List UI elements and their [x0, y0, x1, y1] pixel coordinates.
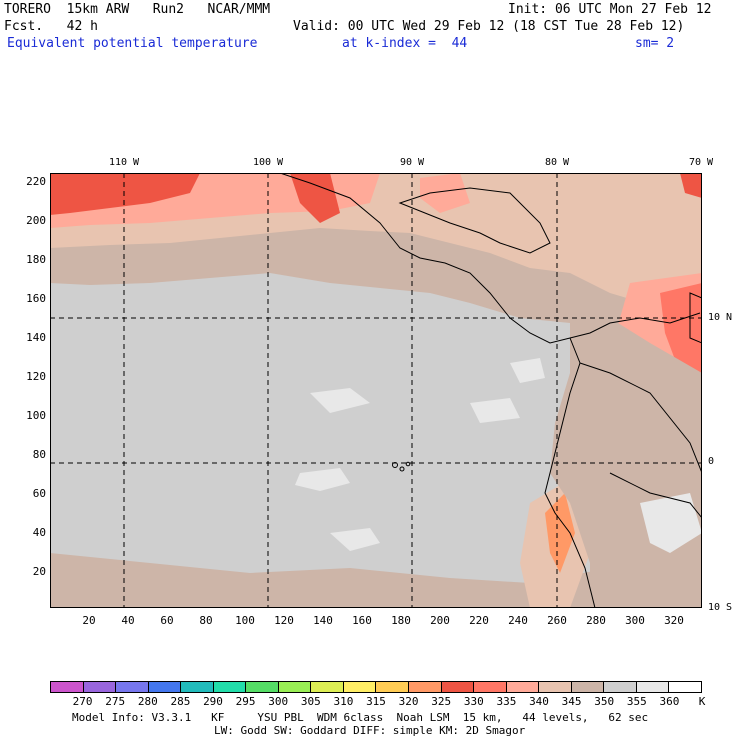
legend-swatch [669, 682, 701, 692]
legend-swatch [83, 682, 117, 692]
legend-label: 285 [170, 695, 191, 708]
theta-e-map [50, 173, 702, 608]
y-tick: 120 [26, 370, 46, 383]
x-tick: 180 [391, 614, 411, 627]
lon-label-70w: 70 W [688, 157, 714, 168]
y-tick: 40 [32, 526, 46, 539]
legend-swatch [311, 682, 344, 692]
legend-swatch [278, 682, 312, 692]
x-tick: 320 [664, 614, 684, 627]
x-tick: 160 [352, 614, 372, 627]
legend-swatch [636, 682, 670, 692]
legend-label: 295 [235, 695, 256, 708]
x-tick: 60 [160, 614, 174, 627]
valid-time: Valid: 00 UTC Wed 29 Feb 12 (18 CST Tue … [293, 19, 685, 34]
legend-label: 290 [203, 695, 223, 708]
legend-swatch [51, 682, 84, 692]
legend-swatch [409, 682, 442, 692]
x-tick: 80 [199, 614, 213, 627]
legend-swatch [506, 682, 540, 692]
legend-swatch [376, 682, 410, 692]
y-tick: 20 [32, 565, 46, 578]
legend-swatch [571, 682, 605, 692]
legend-label: 340 [529, 695, 549, 708]
model-info: Model Info: V3.3.1 KF YSU PBL WDM 6class… [72, 711, 649, 724]
x-tick: 20 [82, 614, 96, 627]
legend-label: 335 [496, 695, 517, 708]
lat-label-10s: 10 S [708, 602, 733, 613]
x-tick: 240 [508, 614, 528, 627]
lon-label-100w: 100 W [252, 157, 284, 168]
legend-swatch [181, 682, 214, 692]
lon-label-110w: 110 W [108, 157, 140, 168]
x-tick: 120 [274, 614, 294, 627]
y-tick: 200 [26, 214, 46, 227]
forecast-hour: Fcst. 42 h [4, 19, 98, 34]
x-tick: 200 [430, 614, 450, 627]
model-title: TORERO 15km ARW Run2 NCAR/MMM [4, 2, 271, 17]
x-tick: 140 [313, 614, 333, 627]
legend-label: 330 [463, 695, 484, 708]
legend-swatch [539, 682, 572, 692]
x-tick: 260 [547, 614, 567, 627]
k-index: at k-index = 44 [342, 36, 468, 51]
lat-label-0: 0 [708, 456, 715, 467]
legend-swatch [604, 682, 637, 692]
color-legend [50, 681, 702, 693]
legend-swatch [116, 682, 149, 692]
y-tick: 100 [26, 409, 46, 422]
legend-swatch [213, 682, 247, 692]
y-tick: 80 [32, 448, 46, 461]
legend-label: 320 [398, 695, 419, 708]
legend-label: 355 [626, 695, 647, 708]
legend-label: 345 [561, 695, 582, 708]
legend-label: 360 [659, 695, 680, 708]
init-time: Init: 06 UTC Mon 27 Feb 12 [508, 2, 712, 17]
legend-label: 275 [105, 695, 126, 708]
smoothing: sm= 2 [635, 36, 675, 51]
legend-label: 305 [300, 695, 321, 708]
x-tick: 300 [625, 614, 645, 627]
legend-label: 270 [72, 695, 93, 708]
y-tick: 220 [26, 175, 46, 188]
lon-label-90w: 90 W [399, 157, 425, 168]
y-tick: 180 [26, 253, 46, 266]
y-tick: 160 [26, 292, 46, 305]
lon-label-80w: 80 W [544, 157, 570, 168]
field-name: Equivalent potential temperature [7, 36, 258, 51]
legend-label: 325 [431, 695, 452, 708]
legend-label: K [698, 695, 706, 708]
x-tick: 100 [235, 614, 255, 627]
legend-swatch [343, 682, 377, 692]
physics-info: LW: Godd SW: Goddard DIFF: simple KM: 2D… [214, 724, 526, 737]
legend-swatch [474, 682, 507, 692]
legend-swatch [246, 682, 279, 692]
legend-label: 310 [333, 695, 354, 708]
legend-label: 350 [594, 695, 615, 708]
legend-label: 300 [268, 695, 289, 708]
y-tick: 140 [26, 331, 46, 344]
x-tick: 280 [586, 614, 606, 627]
x-tick: 220 [469, 614, 489, 627]
legend-label: 315 [366, 695, 386, 708]
legend-swatch [148, 682, 182, 692]
y-tick: 60 [32, 487, 46, 500]
x-tick: 40 [121, 614, 135, 627]
lat-label-10n: 10 N [708, 312, 733, 323]
legend-label: 280 [137, 695, 158, 708]
legend-swatch [441, 682, 475, 692]
